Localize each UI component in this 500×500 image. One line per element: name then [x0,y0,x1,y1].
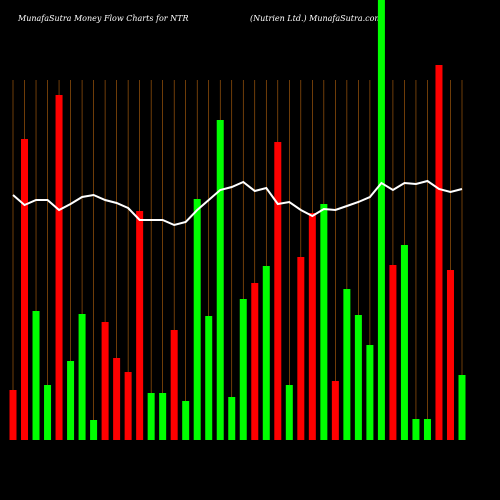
chart-subtitle: (Nutrien Ltd.) MunafaSutra.com [250,14,382,23]
bar [285,385,293,440]
bar [170,330,178,440]
bar [239,299,247,440]
bar [136,211,144,440]
bar [331,381,339,440]
bar [182,401,190,440]
bar [297,257,305,440]
bar [389,265,397,440]
bar [262,266,270,440]
bar [320,204,328,440]
bar [366,345,374,440]
bar [90,420,98,440]
bar [113,358,121,440]
bar [67,361,75,440]
bar [251,283,259,440]
bar [55,95,63,440]
line [12,179,463,227]
bar [412,419,420,440]
bar [435,65,443,440]
bar [44,385,52,440]
bar [21,139,29,440]
bar [377,0,385,440]
bar [308,213,316,440]
bar [147,393,155,440]
bar [446,270,454,440]
bar [343,289,351,440]
bar [274,142,282,440]
bar [354,315,362,440]
bar [193,199,201,440]
chart-title: MunafaSutra Money Flow Charts for NTR [17,14,189,23]
bar [101,322,109,440]
bar [458,375,466,440]
bar [423,419,431,440]
bar [400,245,408,440]
bar [228,397,236,440]
bar [32,311,40,440]
bar [9,390,17,440]
bar [216,120,224,440]
bar [159,393,167,440]
bar [124,372,132,440]
bar [78,314,86,440]
bar [205,316,213,440]
